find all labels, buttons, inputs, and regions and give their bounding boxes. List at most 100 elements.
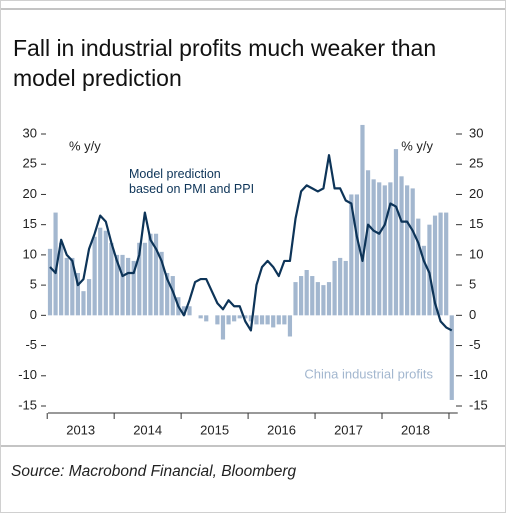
x-tick-label: 2013 [66, 422, 95, 437]
bar [109, 242, 114, 316]
bar [393, 149, 399, 316]
bar [399, 176, 404, 316]
bar [165, 273, 170, 316]
y-tick-label: -5 [25, 337, 37, 352]
y-axis-label: % y/y [69, 138, 101, 153]
y2-tick-label: 10 [469, 246, 483, 261]
y2-tick-label: 0 [469, 307, 476, 322]
bar [444, 212, 449, 316]
bar [321, 285, 326, 316]
bar [259, 315, 265, 325]
y-tick-label: -15 [18, 397, 37, 412]
bar [438, 212, 443, 316]
y-tick-label: 10 [23, 246, 37, 261]
y2-tick-label: -5 [469, 337, 481, 352]
y2-tick-label: -15 [469, 397, 488, 412]
bar [304, 270, 309, 316]
bar [47, 248, 53, 316]
bar [293, 282, 298, 316]
bar [349, 194, 354, 316]
y-tick-label: 25 [23, 156, 37, 171]
y2-tick-label: 25 [469, 156, 483, 171]
bar [220, 315, 226, 340]
bar [243, 315, 248, 319]
bar [215, 315, 220, 325]
y2-tick-label: 30 [469, 125, 483, 140]
bar [126, 257, 131, 316]
bar [371, 179, 376, 316]
bar [326, 282, 332, 316]
bar [75, 273, 80, 316]
bar [421, 245, 426, 316]
bar [338, 257, 343, 316]
y-tick-label: 30 [23, 125, 37, 140]
bar [377, 182, 382, 316]
bar [382, 185, 387, 316]
line-label: Model prediction based on PMI and PPI [129, 167, 255, 196]
bar [254, 315, 259, 325]
bar [449, 315, 454, 400]
y2-tick-label: -10 [469, 367, 488, 382]
bar [142, 242, 147, 316]
bar [103, 230, 108, 316]
y2-tick-label: 15 [469, 216, 483, 231]
bar [271, 315, 276, 328]
bar [315, 282, 320, 316]
y-tick-label: 15 [23, 216, 37, 231]
bar [59, 242, 64, 316]
bar [114, 254, 120, 316]
bar [86, 279, 92, 316]
bar [427, 224, 432, 316]
line [49, 154, 453, 332]
x-tick-label: 2014 [133, 422, 162, 437]
bar [98, 227, 103, 316]
bar [237, 315, 242, 319]
chart-title: Fall in industrial profits much weaker t… [13, 35, 437, 91]
bar [170, 276, 175, 316]
y2-tick-label: 20 [469, 186, 483, 201]
bar [299, 276, 304, 316]
x-tick-label: 2017 [334, 422, 363, 437]
bar [287, 315, 293, 337]
bar [92, 236, 97, 316]
bar [405, 185, 410, 316]
bar [159, 251, 164, 316]
bar [276, 315, 281, 325]
bar [153, 233, 159, 316]
bar [248, 315, 253, 322]
bar [204, 315, 209, 322]
bar [265, 315, 270, 325]
bar [432, 215, 438, 316]
y-tick-label: 0 [30, 307, 37, 322]
bar-label: China industrial profits [304, 366, 433, 381]
bar [53, 212, 58, 316]
bar [416, 218, 421, 316]
bar [343, 260, 348, 316]
bar [354, 194, 359, 316]
y2-tick-label: 5 [469, 277, 476, 292]
bar [64, 257, 69, 316]
bar [388, 182, 393, 316]
bar [282, 315, 287, 325]
bar [70, 257, 75, 316]
bar [226, 315, 231, 325]
bar [137, 242, 142, 316]
bar [232, 315, 237, 322]
y-tick-label: 20 [23, 186, 37, 201]
bar [187, 306, 192, 316]
bar [198, 315, 203, 319]
y2-axis-label: % y/y [401, 138, 433, 153]
bar [360, 124, 365, 316]
x-tick-label: 2018 [401, 422, 430, 437]
bar [332, 260, 337, 316]
x-tick-label: 2016 [267, 422, 296, 437]
bar [410, 188, 415, 316]
bar [131, 260, 136, 316]
x-tick-label: 2015 [200, 422, 229, 437]
bar [365, 170, 371, 316]
bar [120, 254, 125, 316]
y-tick-label: 5 [30, 277, 37, 292]
bar [81, 291, 86, 316]
